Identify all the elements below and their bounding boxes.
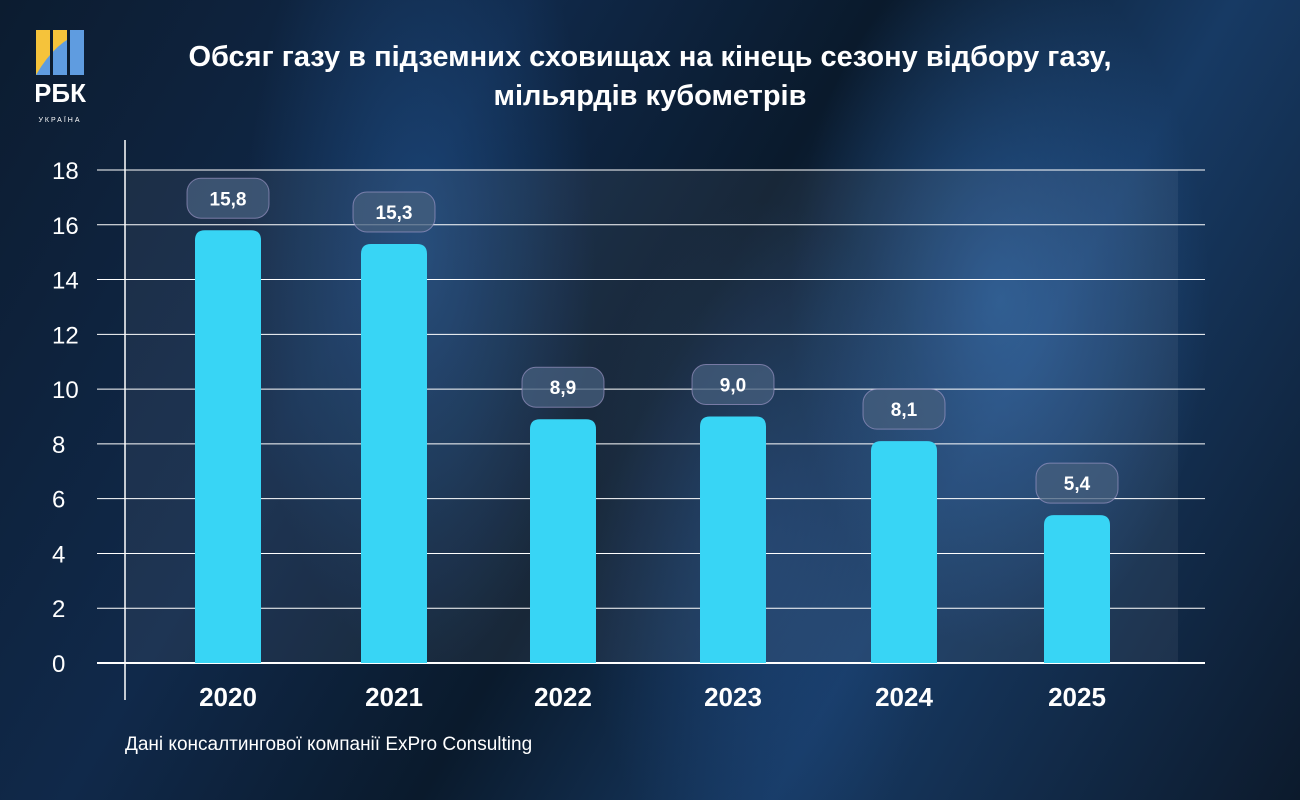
data-label: 15,8 <box>210 189 247 210</box>
data-label: 8,9 <box>550 378 576 399</box>
y-tick-label: 8 <box>52 432 65 459</box>
bar-2021 <box>361 243 427 663</box>
x-tick-label: 2023 <box>704 682 762 712</box>
y-tick-label: 0 <box>52 651 65 678</box>
title-line-1: Обсяг газу в підземних сховищах на кінец… <box>188 41 1112 73</box>
data-label-pill <box>186 177 270 219</box>
y-tick-label: 4 <box>52 541 65 568</box>
data-label-pill <box>862 388 946 430</box>
data-label: 8,1 <box>891 400 918 421</box>
x-tick-label: 2024 <box>875 682 933 712</box>
bar-2022 <box>530 419 596 663</box>
plot-panel <box>125 170 1178 663</box>
rbk-logo: РБК УКРАЇНА <box>34 30 88 135</box>
data-label: 15,3 <box>376 203 413 224</box>
data-label-pill <box>691 364 775 405</box>
y-tick-label: 18 <box>52 158 79 185</box>
x-tick-label: 2022 <box>534 682 592 712</box>
x-tick-label: 2025 <box>1048 682 1106 712</box>
x-tick-label: 2020 <box>199 682 257 712</box>
svg-text:УКРАЇНА: УКРАЇНА <box>38 116 81 124</box>
data-label-pill <box>1035 462 1119 504</box>
y-tick-label: 2 <box>52 596 65 623</box>
y-tick-label: 6 <box>52 487 65 514</box>
chart-title: Обсяг газу в підземних сховищах на кінец… <box>100 38 1200 116</box>
svg-text:РБК: РБК <box>36 78 86 108</box>
bar-2025 <box>1044 515 1110 663</box>
bar-2020 <box>195 230 261 663</box>
data-label: 5,4 <box>1064 474 1091 495</box>
y-tick-label: 10 <box>52 377 79 404</box>
y-tick-label: 12 <box>52 322 79 349</box>
data-label-pill <box>352 191 436 233</box>
y-tick-label: 16 <box>52 213 79 240</box>
title-line-2: мільярдів кубометрів <box>493 80 807 112</box>
source-note: Дані консалтингової компанії ExPro Consu… <box>125 734 533 755</box>
bar-2024 <box>871 441 937 663</box>
data-label-pill <box>521 366 605 408</box>
data-label: 9,0 <box>720 376 746 397</box>
y-tick-label: 14 <box>52 268 79 295</box>
bar-2023 <box>700 416 766 663</box>
x-tick-label: 2021 <box>365 682 423 712</box>
